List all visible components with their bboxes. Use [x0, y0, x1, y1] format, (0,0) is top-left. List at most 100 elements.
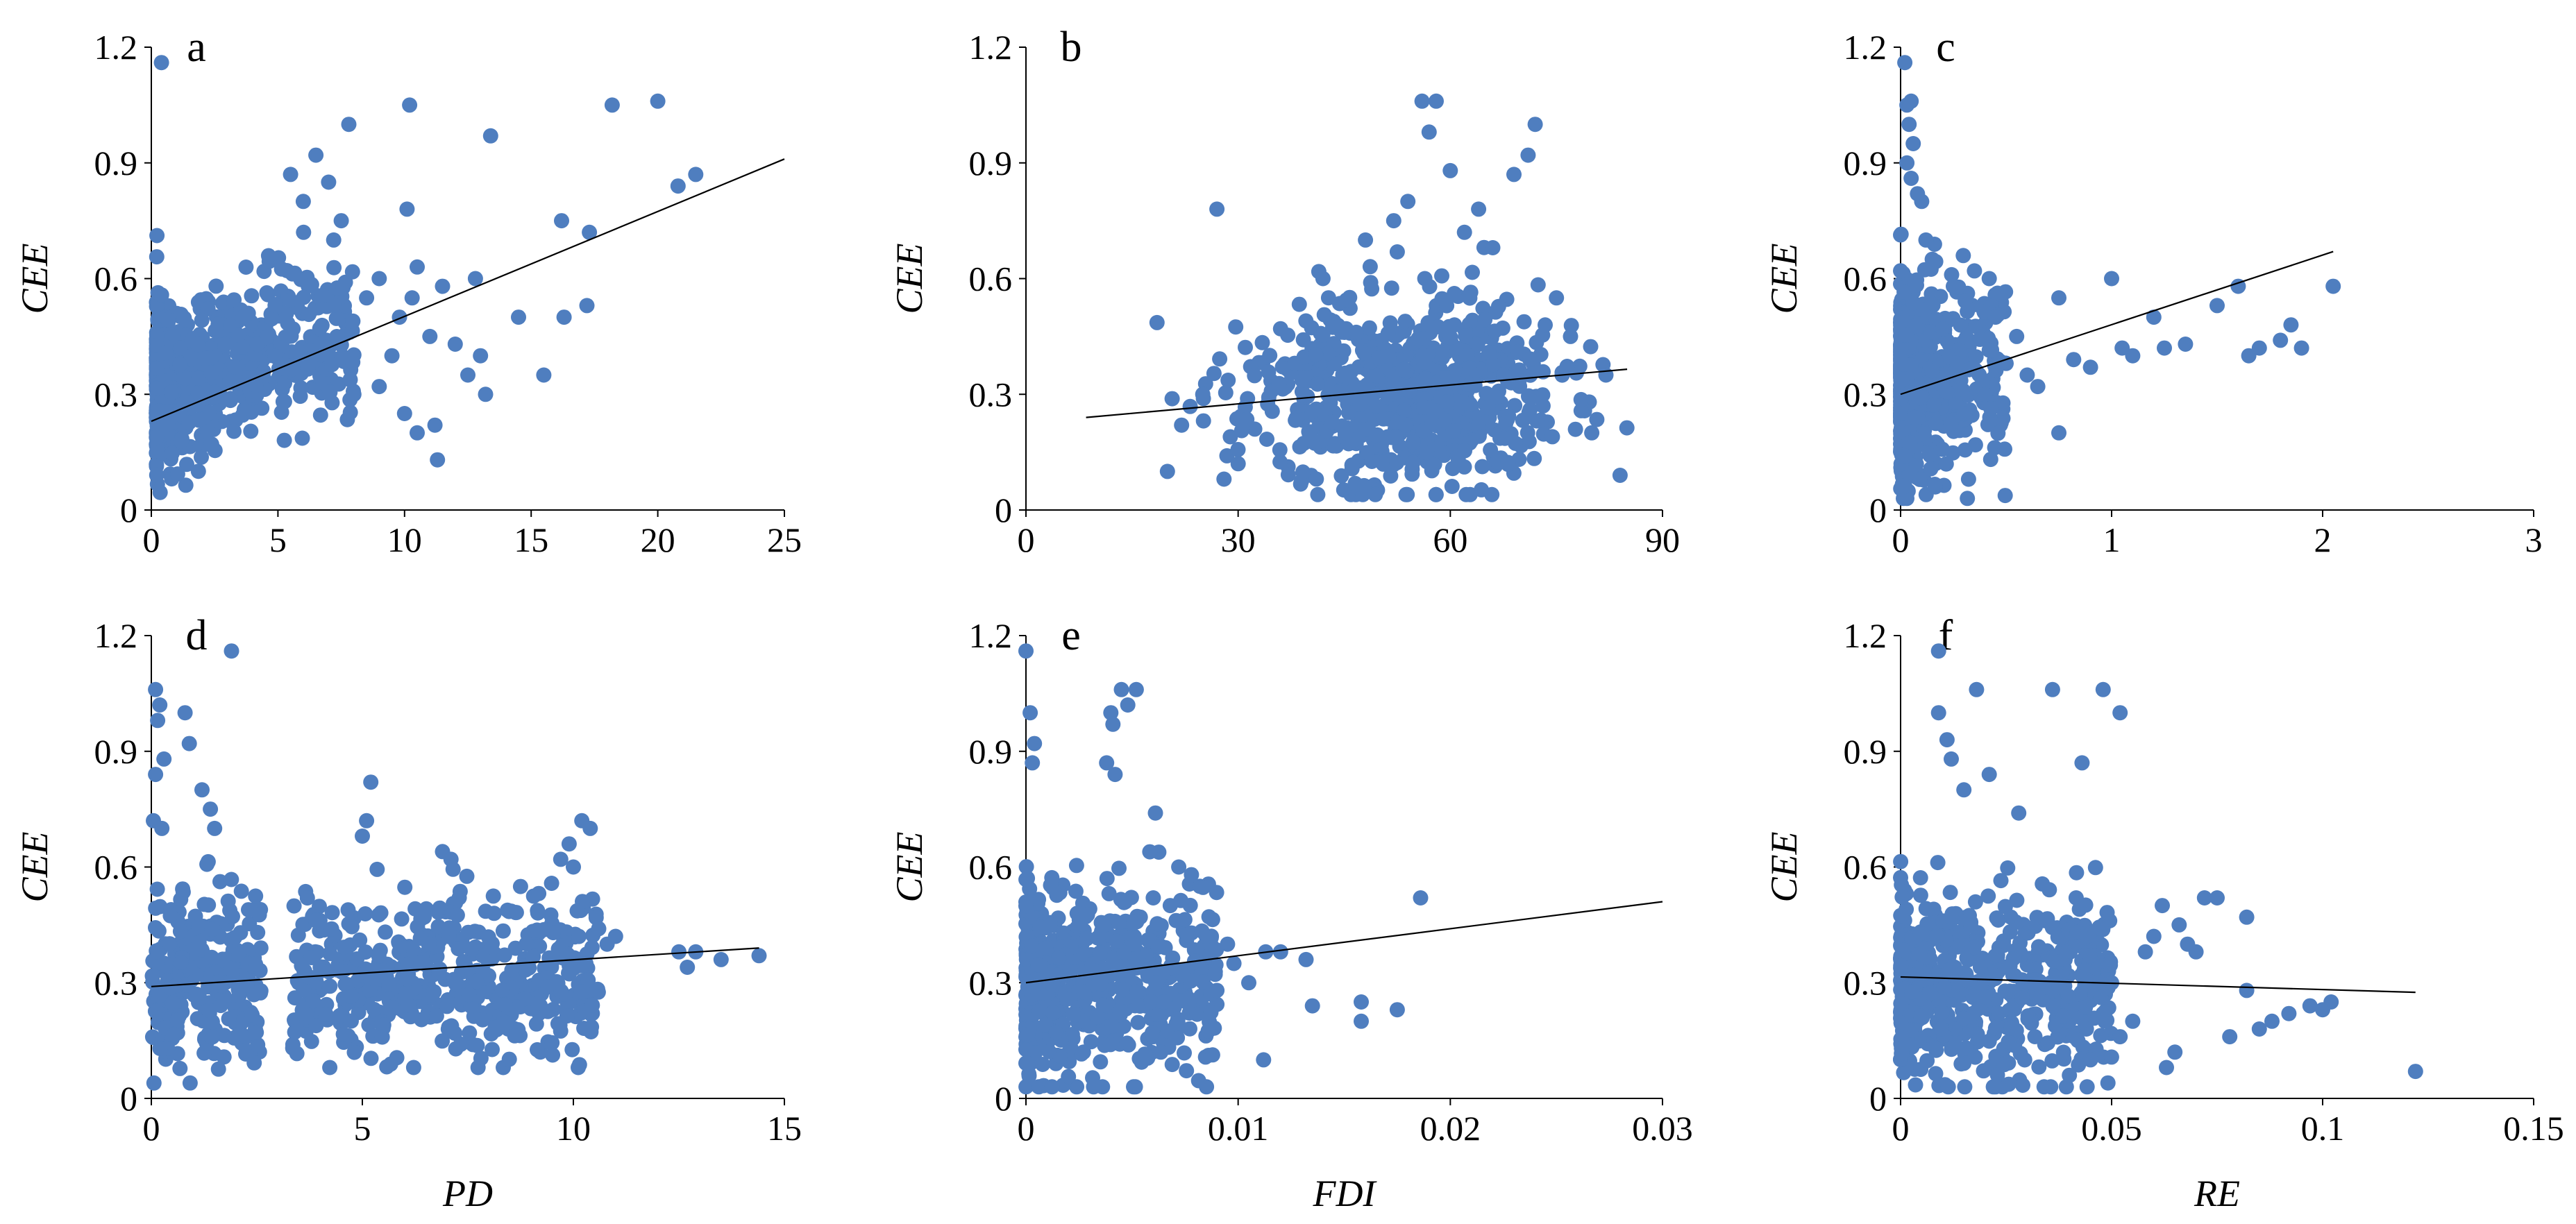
data-point: [1893, 908, 1909, 924]
y-tick-label: 1.2: [1844, 616, 1887, 655]
data-point: [1354, 1013, 1369, 1029]
data-point: [2066, 352, 2082, 368]
x-axis-title: RE: [2194, 1173, 2240, 1214]
data-point: [2125, 1013, 2141, 1029]
data-point: [1299, 370, 1315, 386]
x-tick-label: 0.15: [2503, 1109, 2564, 1148]
data-point: [182, 1075, 198, 1091]
data-point: [1103, 705, 1119, 721]
data-point: [1068, 858, 1084, 874]
data-point: [301, 307, 317, 323]
data-point: [1109, 933, 1125, 949]
data-point: [2060, 988, 2076, 1004]
data-point: [1489, 454, 1505, 470]
data-point: [267, 348, 283, 364]
y-tick-label: 1.2: [969, 28, 1013, 67]
data-point: [2100, 1075, 2116, 1091]
data-point: [1298, 313, 1314, 329]
data-point: [1924, 251, 1940, 267]
data-point: [1209, 201, 1225, 217]
data-point: [162, 936, 178, 952]
data-point: [1485, 240, 1501, 255]
data-point: [480, 929, 496, 945]
data-point: [225, 908, 240, 924]
x-tick-label: 15: [767, 1109, 802, 1148]
data-point: [1903, 171, 1919, 186]
data-point: [1389, 244, 1405, 260]
data-point: [376, 1017, 392, 1033]
data-point: [1955, 248, 1971, 264]
data-point: [530, 905, 546, 921]
data-point: [190, 337, 205, 352]
data-point: [1383, 386, 1399, 402]
data-point: [2000, 860, 2016, 876]
y-tick-label: 0.6: [94, 848, 138, 887]
data-point: [1456, 224, 1472, 240]
data-point: [2029, 910, 2045, 926]
data-point: [2014, 990, 2030, 1005]
data-point: [1993, 873, 2009, 889]
data-point: [148, 767, 164, 783]
data-point: [1990, 425, 2006, 441]
data-points: [1893, 55, 2341, 507]
data-point: [435, 1033, 451, 1049]
data-point: [1894, 373, 1910, 389]
data-point: [2001, 1034, 2017, 1050]
data-point: [1148, 975, 1164, 991]
data-point: [277, 375, 292, 391]
data-point: [2239, 909, 2255, 925]
data-point: [1068, 883, 1084, 899]
data-point: [1149, 314, 1165, 330]
data-point: [1939, 384, 1955, 400]
data-point: [1923, 324, 1939, 340]
data-point: [1997, 488, 2013, 504]
data-point: [2137, 944, 2153, 960]
data-point: [1120, 697, 1136, 713]
data-point: [1479, 386, 1495, 401]
data-point: [2046, 953, 2062, 969]
x-tick-label: 5: [354, 1109, 371, 1148]
data-point: [176, 310, 192, 326]
data-point: [296, 1005, 312, 1021]
data-point: [322, 384, 338, 400]
data-point: [1172, 993, 1188, 1009]
x-tick-label: 0.1: [2301, 1109, 2345, 1148]
data-point: [1934, 1005, 1950, 1021]
data-point: [1893, 958, 1909, 974]
data-point: [1930, 705, 1946, 721]
data-point: [1272, 944, 1288, 960]
data-point: [1261, 364, 1277, 380]
data-point: [285, 266, 301, 282]
data-point: [1923, 461, 1939, 477]
data-point: [259, 285, 275, 300]
data-point: [2009, 328, 2025, 344]
data-point: [326, 232, 342, 248]
data-point: [1183, 973, 1199, 989]
data-point: [1895, 942, 1911, 958]
data-point: [1030, 1003, 1046, 1019]
data-point: [1199, 1079, 1215, 1095]
data-point: [1018, 643, 1034, 659]
data-point: [152, 697, 168, 713]
data-point: [410, 919, 426, 935]
data-point: [203, 801, 219, 817]
data-point: [235, 309, 251, 325]
data-point: [2045, 998, 2061, 1014]
data-point: [1201, 909, 1217, 925]
data-point: [1967, 437, 1983, 453]
data-point: [1897, 55, 1913, 71]
data-point: [200, 424, 216, 440]
data-point: [485, 1042, 500, 1057]
data-point: [2058, 1079, 2074, 1095]
data-point: [292, 389, 308, 405]
data-point: [2007, 914, 2023, 930]
data-point: [384, 348, 400, 364]
trendline: [151, 158, 785, 423]
data-point: [2079, 1079, 2095, 1095]
data-point: [1388, 429, 1404, 445]
data-point: [1018, 859, 1034, 875]
data-point: [2069, 865, 2085, 881]
data-point: [473, 348, 489, 364]
data-point: [378, 924, 393, 940]
